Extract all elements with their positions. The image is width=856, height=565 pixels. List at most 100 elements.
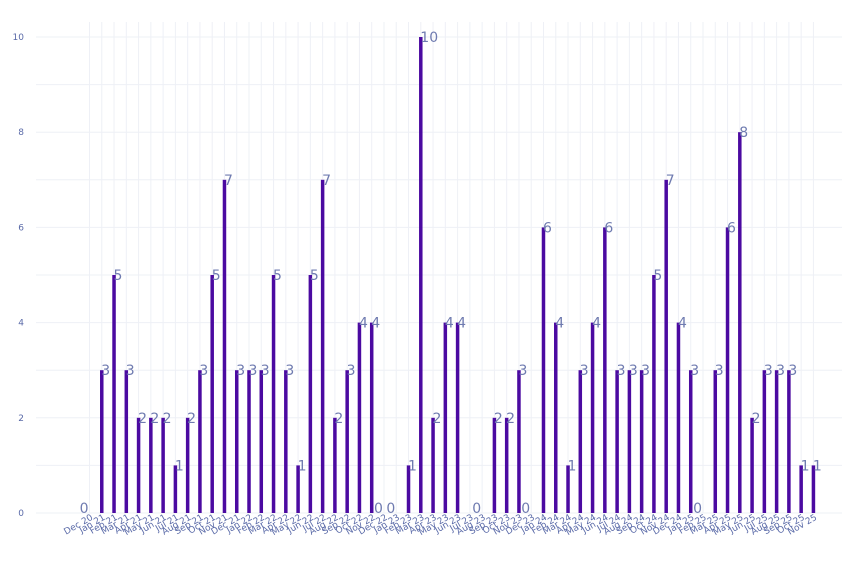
- data-label: 8: [739, 125, 748, 141]
- data-label: 3: [629, 363, 638, 379]
- data-label: 3: [764, 363, 773, 379]
- data-label: 1: [298, 458, 307, 474]
- bar: [615, 370, 619, 513]
- y-tick-label: 6: [18, 223, 24, 233]
- bar: [124, 370, 129, 513]
- data-label: 3: [285, 363, 294, 379]
- gridlines: [36, 22, 842, 514]
- bar: [750, 417, 754, 513]
- data-label: 3: [249, 363, 258, 379]
- bars: [100, 37, 816, 514]
- bar: [676, 322, 681, 513]
- data-label: 10: [420, 30, 438, 46]
- bar: [554, 322, 558, 513]
- y-tick-label: 2: [18, 414, 24, 424]
- y-tick-label: 10: [13, 33, 25, 43]
- bar: [149, 417, 153, 513]
- bar: [271, 275, 276, 513]
- data-label: 3: [518, 363, 527, 379]
- data-label: 4: [457, 316, 466, 332]
- bar: [100, 370, 104, 513]
- data-label: 3: [776, 363, 785, 379]
- data-label: 1: [813, 458, 822, 474]
- data-label: 3: [580, 363, 589, 379]
- data-label: 3: [617, 363, 626, 379]
- y-tick-label: 8: [18, 128, 24, 138]
- data-label: 3: [715, 363, 724, 379]
- data-label: 4: [678, 316, 687, 332]
- bar: [443, 322, 448, 513]
- bar: [566, 465, 570, 513]
- data-label: 1: [568, 458, 577, 474]
- data-label: 5: [273, 268, 282, 284]
- data-label: 3: [690, 363, 699, 379]
- bar: [590, 322, 595, 513]
- bar: [284, 370, 288, 513]
- bar: [578, 370, 583, 513]
- data-label: 2: [433, 411, 442, 427]
- bar: [787, 370, 791, 513]
- data-label: 2: [138, 411, 147, 427]
- bar: [504, 417, 509, 513]
- bar: [492, 417, 497, 513]
- data-label: 4: [555, 316, 564, 332]
- bar: [419, 37, 423, 513]
- data-label: 4: [359, 316, 368, 332]
- bar: [713, 370, 718, 513]
- data-label: 0: [521, 501, 530, 517]
- bar: [517, 370, 521, 513]
- bar: [688, 370, 693, 513]
- bar: [725, 227, 730, 513]
- bar: [774, 370, 779, 513]
- bar: [369, 322, 374, 513]
- bar: [357, 322, 362, 513]
- bar: [652, 275, 656, 513]
- bar: [234, 370, 239, 513]
- bar: [738, 132, 742, 513]
- data-label: 2: [150, 411, 159, 427]
- data-label: 0: [693, 501, 702, 517]
- bar: [431, 417, 435, 513]
- data-label: 2: [187, 411, 196, 427]
- data-label: 3: [236, 363, 245, 379]
- data-label: 2: [494, 411, 503, 427]
- bar: [136, 417, 141, 513]
- data-label: 5: [212, 268, 221, 284]
- data-label: 0: [374, 501, 383, 517]
- bar: [541, 227, 546, 513]
- bar: [308, 275, 313, 513]
- data-label: 1: [801, 458, 810, 474]
- bar: [173, 465, 178, 513]
- data-label: 3: [261, 363, 270, 379]
- data-label: 6: [727, 220, 736, 236]
- data-label: 0: [80, 501, 89, 517]
- bar: [198, 370, 202, 513]
- bar: [639, 370, 644, 513]
- bar: [811, 465, 816, 513]
- data-label: 6: [543, 220, 552, 236]
- bar: [664, 179, 668, 514]
- data-label: 4: [371, 316, 380, 332]
- data-label: 7: [666, 173, 675, 189]
- data-label: 2: [334, 411, 343, 427]
- bar: [247, 370, 251, 513]
- bar: [161, 417, 165, 513]
- bar: [210, 275, 214, 513]
- bar: [603, 227, 607, 513]
- bar: [627, 370, 632, 513]
- bar: [762, 370, 767, 513]
- data-label: 1: [408, 458, 417, 474]
- data-label: 5: [653, 268, 662, 284]
- data-label: 2: [163, 411, 172, 427]
- data-label: 3: [199, 363, 208, 379]
- data-label: 3: [101, 363, 110, 379]
- y-tick-label: 0: [18, 509, 24, 519]
- data-label: 0: [472, 501, 481, 517]
- data-label: 7: [224, 173, 233, 189]
- data-label: 4: [592, 316, 601, 332]
- data-label: 5: [310, 268, 319, 284]
- bar: [799, 465, 803, 513]
- y-axis-ticks: 0 2 4 6 8 10: [13, 33, 25, 519]
